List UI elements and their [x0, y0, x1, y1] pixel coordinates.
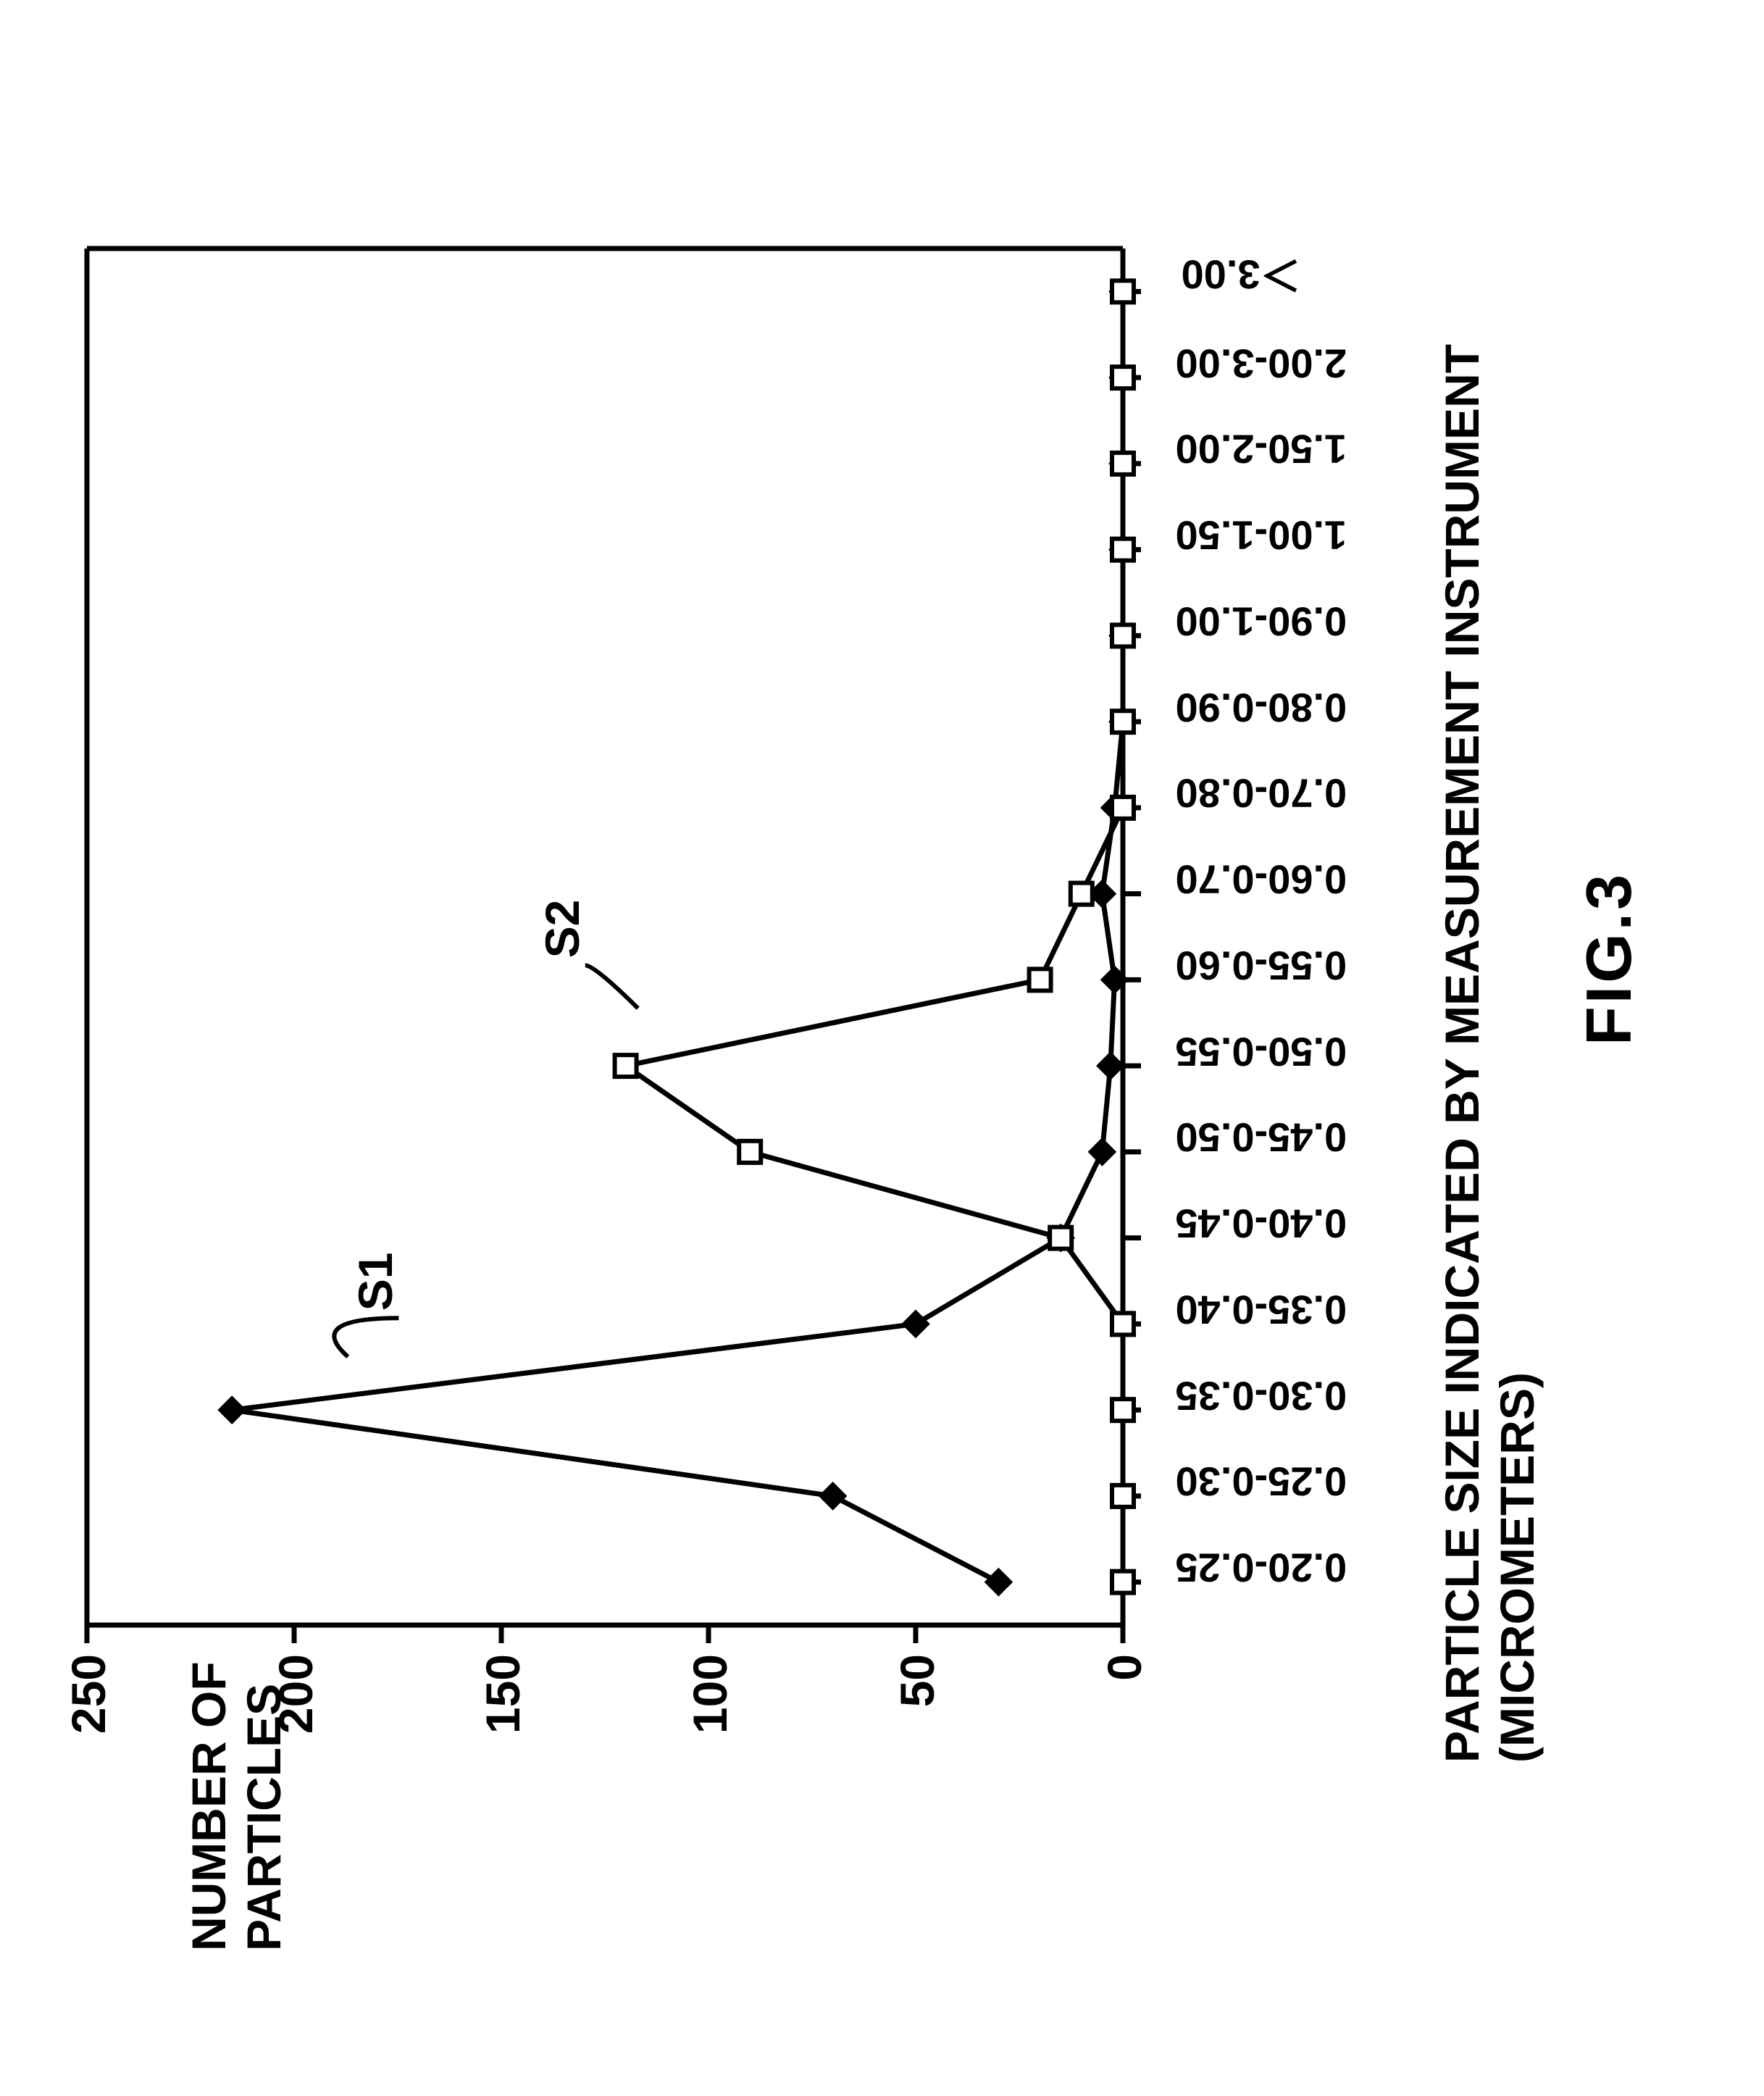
page-rotated-wrapper: NUMBER OF PARTICLES 050100150200250 0.20… — [0, 332, 1764, 2096]
chart-canvas: NUMBER OF PARTICLES 050100150200250 0.20… — [0, 0, 1764, 2096]
figure-label: FIG.3 — [1572, 872, 1646, 1045]
series-leader-s2 — [0, 0, 1764, 2096]
